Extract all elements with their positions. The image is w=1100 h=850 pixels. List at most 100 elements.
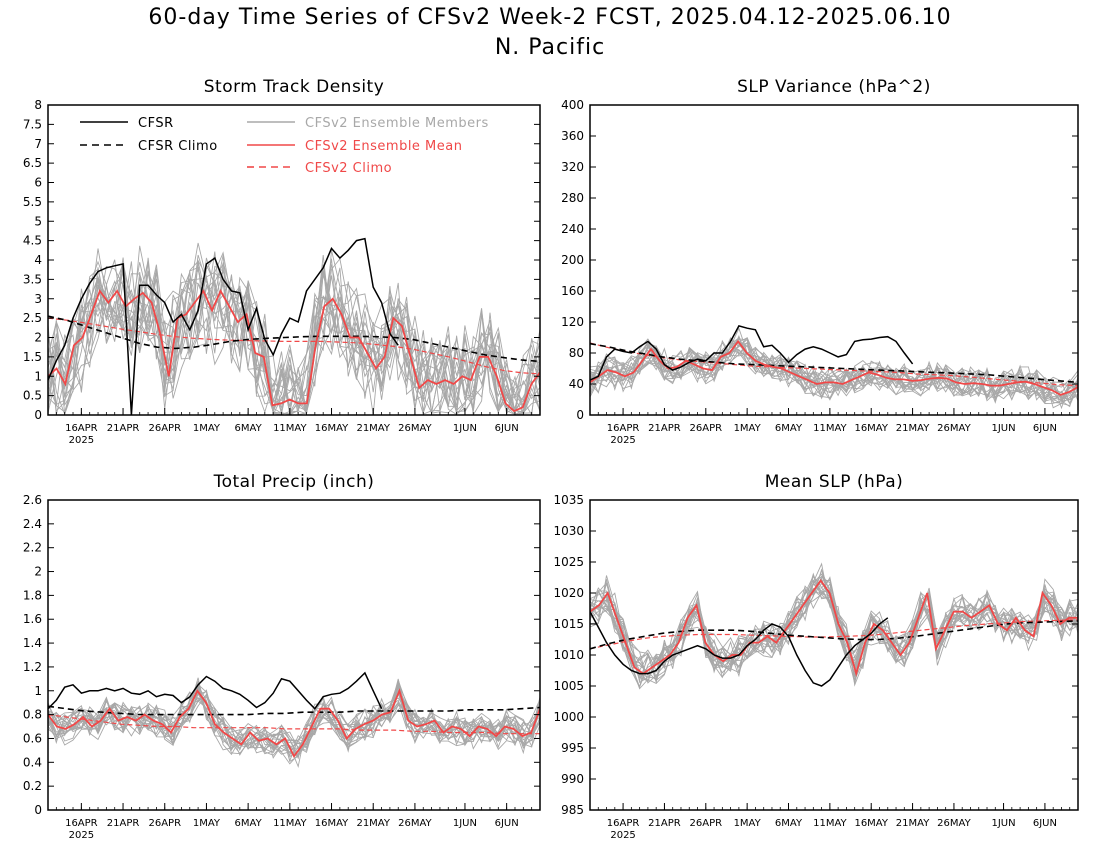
y-tick-label: 8	[34, 98, 42, 112]
cfsr-line	[48, 237, 399, 415]
ensemble-member-line	[590, 335, 1078, 405]
y-tick-label: 2.2	[23, 541, 42, 555]
ensemble-member-line	[590, 337, 1078, 410]
x-tick-label: 16APR	[65, 423, 98, 434]
figure-title: 60-day Time Series of CFSv2 Week-2 FCST,…	[148, 5, 952, 30]
y-tick-label: 995	[561, 741, 584, 755]
x-year-label: 2025	[69, 435, 94, 446]
x-tick-label: 6MAY	[235, 423, 263, 434]
cfsr-line	[48, 671, 383, 710]
y-tick-label: 1	[34, 684, 42, 698]
y-tick-label: 2	[34, 565, 42, 579]
legend-label: CFSv2 Ensemble Members	[305, 116, 489, 131]
chart-panel: SLP Variance (hPa^2) 0 40 80 120 160 200 240 280…	[561, 77, 1079, 446]
y-tick-label: 6	[34, 176, 42, 190]
ensemble-member-line	[48, 680, 540, 755]
chart-panel: Storm Track Density 0 0.5 1 1.5 2 2.5 3 3.5 4 4.5 5…	[23, 77, 541, 446]
x-tick-label: 1JUN	[991, 423, 1015, 434]
x-tick-label: 6JUN	[495, 423, 519, 434]
x-tick-label: 21APR	[107, 423, 140, 434]
x-tick-label: 16MAY	[315, 423, 349, 434]
x-tick-label: 11MAY	[813, 423, 847, 434]
ensemble-mean-line	[48, 288, 540, 413]
plot-area	[590, 562, 1078, 690]
plot-frame	[47, 499, 541, 811]
ensemble-mean-line	[48, 688, 540, 759]
y-tick-label: 1020	[553, 586, 584, 600]
y-tick-label: 160	[561, 284, 584, 298]
y-tick-label: 80	[569, 346, 584, 360]
x-tick-label: 26MAY	[937, 423, 971, 434]
x-tick-label: 6MAY	[775, 423, 803, 434]
legend-label: CFSv2 Ensemble Mean	[305, 139, 462, 154]
cfsr-climo-line	[48, 315, 540, 363]
y-tick-label: 1025	[553, 555, 584, 569]
y-tick-label: 5.5	[23, 195, 42, 209]
y-tick-label: 280	[561, 191, 584, 205]
x-tick-label: 26MAY	[398, 423, 432, 434]
ensemble-member-line	[48, 262, 540, 413]
x-tick-label: 21MAY	[356, 818, 390, 829]
x-tick-label: 21MAY	[896, 818, 930, 829]
legend-label: CFSR	[138, 116, 174, 131]
x-tick-label: 6JUN	[495, 818, 519, 829]
cfsr-climo-line	[590, 620, 1078, 650]
y-tick-label: 2.6	[23, 493, 42, 507]
y-tick-label: 3.5	[23, 272, 42, 286]
y-tick-label: 360	[561, 129, 584, 143]
x-tick-label: 21MAY	[356, 423, 390, 434]
x-year-label: 2025	[610, 435, 635, 446]
chart-title: SLP Variance (hPa^2)	[737, 77, 931, 97]
y-tick-label: 0.6	[23, 731, 42, 745]
y-tick-label: 1000	[553, 710, 584, 724]
y-tick-label: 0.5	[23, 389, 42, 403]
y-tick-label: 985	[561, 803, 584, 817]
y-tick-label: 2	[34, 331, 42, 345]
plot-area	[48, 237, 540, 415]
y-tick-label: 120	[561, 315, 584, 329]
cfsr-climo-line	[48, 705, 540, 716]
ensemble-member-line	[590, 337, 1078, 402]
plot-area	[590, 325, 1078, 410]
x-tick-label: 26APR	[690, 818, 723, 829]
y-tick-label: 7.5	[23, 117, 42, 131]
y-tick-label: 1030	[553, 524, 584, 538]
y-tick-label: 40	[569, 377, 584, 391]
y-tick-label: 400	[561, 98, 584, 112]
ensemble-member-line	[48, 242, 540, 415]
legend-label: CFSR Climo	[138, 139, 218, 154]
x-tick-label: 6JUN	[1033, 423, 1057, 434]
x-year-label: 2025	[69, 830, 94, 841]
x-tick-label: 16MAY	[315, 818, 349, 829]
y-tick-label: 2.4	[23, 517, 42, 531]
cfsr-climo-line	[590, 342, 1078, 384]
ensemble-member-line	[48, 267, 540, 414]
y-tick-label: 1.6	[23, 612, 42, 626]
y-tick-label: 0.8	[23, 708, 42, 722]
ensemble-mean-line	[590, 339, 1078, 396]
x-tick-label: 16APR	[607, 423, 640, 434]
y-tick-label: 1005	[553, 679, 584, 693]
y-tick-label: 0.2	[23, 779, 42, 793]
y-tick-label: 1.2	[23, 660, 42, 674]
y-tick-label: 0	[34, 803, 42, 817]
legend: CFSR CFSR Climo CFSv2 Ensemble Members CFSv…	[80, 116, 489, 176]
plot-area	[48, 671, 540, 769]
ensemble-member-line	[48, 685, 540, 757]
chart-panel: Total Precip (inch) 0 0.2 0.4 0.6 0.8 1 1.2 1.4 1…	[23, 472, 541, 841]
y-tick-label: 990	[561, 772, 584, 786]
ensemble-member-line	[48, 690, 540, 763]
y-tick-label: 1010	[553, 648, 584, 662]
y-tick-label: 240	[561, 222, 584, 236]
chart-panel: Mean SLP (hPa) 985 990 995 1000 1005 1010 1015 1…	[553, 472, 1079, 841]
y-tick-label: 1.8	[23, 588, 42, 602]
chart-title: Total Precip (inch)	[213, 472, 375, 492]
y-tick-label: 5	[34, 214, 42, 228]
x-tick-label: 26MAY	[937, 818, 971, 829]
x-tick-label: 6MAY	[775, 818, 803, 829]
y-tick-label: 1.5	[23, 350, 42, 364]
y-tick-label: 0.4	[23, 755, 42, 769]
ensemble-member-line	[590, 342, 1078, 402]
